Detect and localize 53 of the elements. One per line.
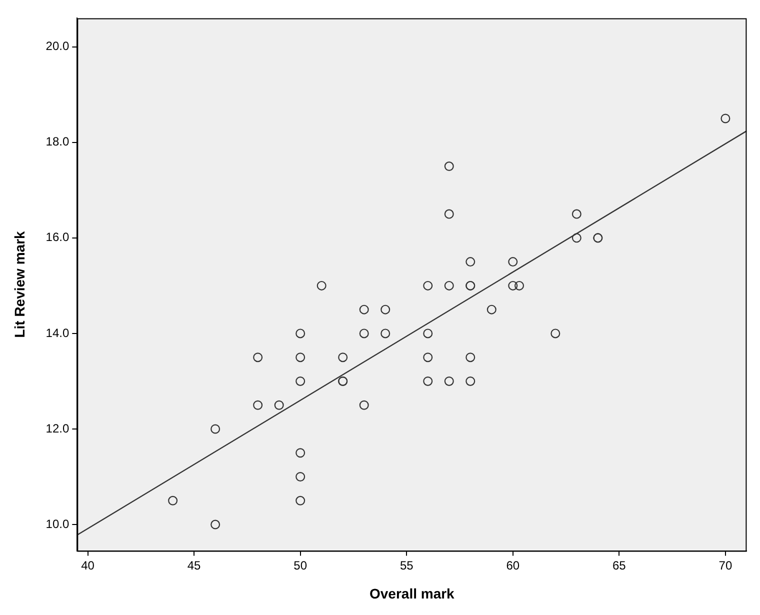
- y-axis-title: Lit Review mark: [11, 230, 28, 338]
- point: [444, 162, 454, 172]
- point: [444, 209, 454, 219]
- point: [359, 400, 369, 410]
- point: [359, 328, 369, 338]
- point: [423, 376, 433, 386]
- x-tick-label: 60: [506, 558, 520, 572]
- point: [359, 304, 369, 314]
- point: [550, 328, 560, 338]
- y-tick-label: 16.0: [46, 230, 70, 244]
- point: [466, 376, 476, 386]
- point: [274, 400, 284, 410]
- point: [296, 376, 306, 386]
- point: [514, 280, 524, 290]
- point: [296, 352, 306, 362]
- y-tick-label: 14.0: [46, 326, 70, 340]
- y-tick-label: 20.0: [46, 39, 70, 54]
- point: [423, 328, 433, 338]
- point: [380, 328, 390, 338]
- x-tick-label: 45: [187, 558, 202, 572]
- point: [210, 424, 220, 434]
- x-tick-label: 65: [612, 558, 626, 572]
- point: [572, 233, 582, 243]
- point: [380, 304, 390, 314]
- point: [253, 400, 263, 410]
- point: [466, 257, 476, 267]
- point: [296, 496, 306, 506]
- point: [508, 280, 518, 290]
- point: [423, 280, 433, 290]
- x-tick-label: 40: [81, 558, 95, 572]
- x-tick-label: 55: [400, 558, 414, 572]
- point: [296, 448, 306, 458]
- point: [466, 352, 476, 362]
- point: [572, 209, 582, 219]
- x-tick-label: 50: [294, 558, 308, 572]
- point: [720, 114, 730, 124]
- point: [338, 352, 348, 362]
- point: [444, 280, 454, 290]
- point: [210, 520, 220, 530]
- point: [316, 280, 326, 290]
- x-tick-label: 70: [718, 558, 732, 572]
- point: [168, 496, 178, 506]
- point: [508, 257, 518, 267]
- y-tick-label: 10.0: [46, 516, 70, 531]
- y-tick-label: 18.0: [46, 134, 70, 149]
- x-axis-title: Overall mark: [370, 585, 455, 602]
- point: [253, 352, 263, 362]
- point: [423, 352, 433, 362]
- y-tick-label: 12.0: [46, 421, 70, 436]
- point: [444, 376, 454, 386]
- point: [296, 328, 306, 338]
- point: [296, 472, 306, 482]
- point: [486, 304, 496, 314]
